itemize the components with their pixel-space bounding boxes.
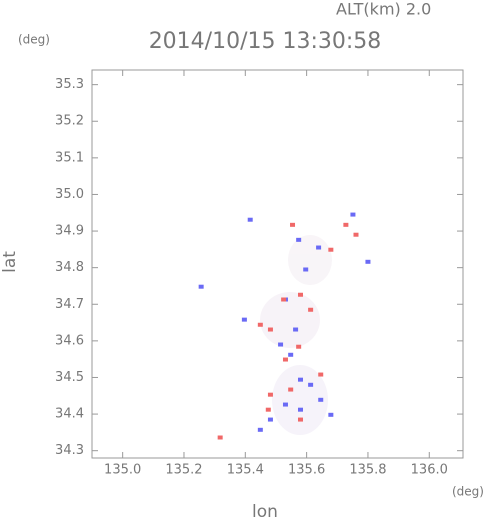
y-tick-label: 35.2 (55, 114, 84, 129)
x-axis-label: lon (252, 502, 278, 521)
echo-point (297, 292, 303, 297)
echo-point (328, 247, 334, 252)
y-tick-label: 34.4 (55, 407, 84, 422)
echo-point (308, 382, 314, 387)
echo-point (267, 327, 273, 332)
echo-point (281, 297, 287, 302)
echo-point (318, 372, 324, 377)
plot-frame (91, 69, 464, 459)
echo-point (297, 407, 303, 412)
echo-point (318, 397, 324, 402)
echo-point (282, 357, 288, 362)
echo-point (267, 417, 273, 422)
x-tick-label: 136.0 (411, 463, 448, 478)
echo-point (297, 417, 303, 422)
chart-title: 2014/10/15 13:30:58 (149, 29, 382, 54)
echo-point (297, 377, 303, 382)
echo-haze (260, 235, 332, 435)
echo-point (308, 307, 314, 312)
y-tick-label: 34.9 (55, 224, 84, 239)
y-tick-label: 35.1 (55, 150, 84, 165)
y-tick-label: 35.0 (55, 187, 84, 202)
echo-point (257, 427, 263, 432)
echo-point (288, 387, 294, 392)
y-tick-label: 34.3 (55, 443, 84, 458)
altitude-label: ALT(km) 2.0 (336, 0, 431, 19)
echo-point (343, 222, 349, 227)
echo-point (267, 392, 273, 397)
x-tick-label: 135.2 (165, 463, 202, 478)
y-tick-label: 35.3 (55, 77, 84, 92)
echo-point (241, 317, 247, 322)
echo-point (293, 327, 299, 332)
x-tick-label: 135.4 (227, 463, 264, 478)
echo-point (328, 412, 334, 417)
echo-point (316, 245, 322, 250)
echo-point (288, 352, 294, 357)
x-tick-label: 135.0 (104, 463, 141, 478)
echo-point (247, 217, 253, 222)
x-tick-label: 135.6 (288, 463, 325, 478)
echo-point (278, 342, 284, 347)
y-tick-label: 34.5 (55, 370, 84, 385)
y-unit: (deg) (18, 33, 50, 47)
echo-point (282, 402, 288, 407)
echo-point (365, 259, 371, 264)
y-axis-label: lat (0, 251, 20, 273)
y-tick-label: 34.8 (55, 260, 84, 275)
echo-point (296, 344, 302, 349)
y-tick-label: 34.6 (55, 333, 84, 348)
echo-point (217, 435, 223, 440)
echo-point (296, 237, 302, 242)
echo-point (257, 322, 263, 327)
echo-point (290, 222, 296, 227)
x-tick-label: 135.8 (349, 463, 386, 478)
echo-point (303, 267, 309, 272)
echo-point (350, 212, 356, 217)
y-tick-label: 34.7 (55, 297, 84, 312)
echo-point (198, 284, 204, 289)
echo-point (265, 407, 271, 412)
x-unit: (deg) (452, 485, 484, 499)
echo-point (353, 232, 359, 237)
